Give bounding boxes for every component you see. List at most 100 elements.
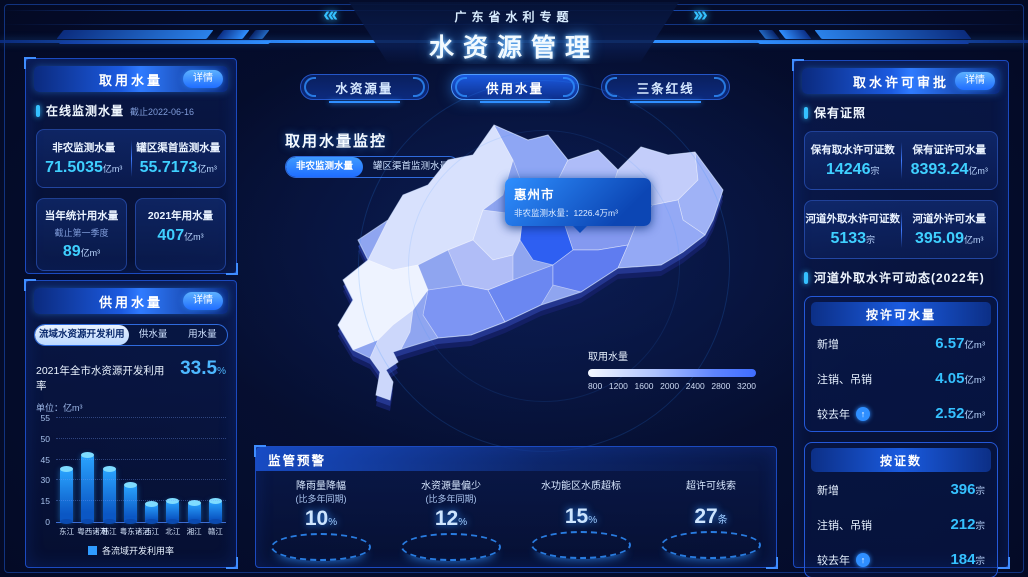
alert-over-permit: 超许可线索 27条 (646, 477, 776, 561)
alerts-panel: 监管预警 降雨量降幅 (比多年同期) 10% 水资源量偏少 (比多年同期) 12… (254, 445, 778, 569)
supply-panel-title: 供用水量 (98, 294, 163, 310)
alert-quality: 水功能区水质超标 15% (516, 477, 646, 561)
right-arrows-icon: ›» (693, 4, 708, 26)
supply-tabs: 流域水资源开发利用 供水量 用水量 (34, 324, 228, 346)
by-count-panel: 按证数 新增 396宗 注销、吊销 212宗 较去年 ↑ 184宗 (804, 442, 998, 577)
row-label: 新增 (817, 484, 839, 497)
gridline (56, 500, 226, 502)
stat-value: 8393.24 (910, 161, 969, 178)
tab-use-volume[interactable]: 用水量 (188, 329, 217, 340)
gridline (56, 417, 226, 418)
alert-label: 水资源量偏少 (421, 481, 481, 492)
by-volume-title: 按许可水量 (865, 307, 936, 322)
color-scale-bar (588, 369, 756, 377)
stat-unit: 亿m³ (963, 235, 984, 245)
card-label: 当年统计用水量 (44, 210, 119, 222)
row-unit: 亿m³ (964, 410, 985, 421)
rate-value: 33.5 (180, 358, 218, 379)
dynamics-section: 河道外取水许可动态(2022年) (804, 269, 998, 286)
row-label: 注销、吊销 (817, 519, 872, 532)
bar-label: 北江 (165, 527, 181, 536)
card-unit: 亿m³ (80, 248, 101, 258)
by-count-title: 按证数 (879, 453, 922, 468)
row-unit: 宗 (975, 521, 985, 532)
stat-unit: 亿m³ (102, 164, 123, 174)
supply-detail-button[interactable]: 详情 (183, 292, 223, 310)
bar (208, 498, 222, 524)
row-new: 新增 396宗 (805, 472, 997, 507)
row-value: 2.52 (935, 405, 965, 422)
scale-tick: 1600 (634, 381, 654, 391)
gridline (56, 437, 226, 439)
row-unit: 宗 (975, 486, 985, 497)
section-marker-icon (804, 106, 808, 119)
row-value: 212 (950, 516, 976, 533)
online-monitor-asof: 截止2022-06-16 (130, 107, 195, 117)
divider (900, 211, 902, 248)
alert-sublabel (646, 492, 776, 503)
bar (166, 498, 180, 524)
stat-unit: 宗 (870, 166, 880, 176)
alert-unit: % (328, 517, 338, 528)
permit-detail-button[interactable]: 详情 (955, 72, 995, 90)
permit-panel-title: 取水许可审批 (852, 74, 949, 90)
radar-ring-icon (408, 130, 680, 402)
held-license-card: 保有取水许可证数 14246宗 保有证许可水量 8393.24亿m³ (804, 131, 998, 190)
alert-value: 12 (434, 507, 459, 530)
tooltip-city: 惠州市 (514, 188, 555, 202)
tab-label: 水资源量 (335, 81, 394, 96)
stat-unit: 亿m³ (968, 166, 988, 176)
online-monitor-card: 非农监测水量 71.5035亿m³ 罐区渠首监测水量 55.7173亿m³ (36, 129, 226, 188)
bar (60, 466, 74, 524)
color-scale-ticks: 800 1200 1600 2000 2400 2800 3200 (588, 381, 756, 391)
stat-label: 河道外取水许可证数 (805, 213, 901, 225)
tooltip-value: 1226.4万m³ (573, 208, 618, 218)
tab-three-redlines[interactable]: 三条红线 (601, 74, 731, 103)
river-license-card: 河道外取水许可证数 5133宗 河道外许可水量 395.09亿m³ (804, 200, 998, 259)
stat-label: 罐区渠首监测水量 (136, 142, 221, 154)
header: «‹ 广东省水利专题 水资源管理 ›» (0, 2, 1028, 64)
scale-tick: 2400 (685, 381, 705, 391)
row-unit: 亿m³ (964, 375, 985, 386)
row-label: 注销、吊销 (817, 373, 872, 386)
y-tick: 30 (40, 475, 50, 486)
color-scale: 取用水量 800 1200 1600 2000 2400 2800 3200 (588, 348, 756, 391)
toggle-nonfarm[interactable]: 非农监测水量 (286, 157, 364, 177)
tab-supply-volume[interactable]: 供水量 (138, 329, 168, 340)
dynamics-label: 河道外取水许可动态(2022年) (814, 271, 985, 285)
y-tick: 15 (40, 496, 50, 507)
stat-value: 71.5035 (45, 159, 103, 176)
header-stripes-left-icon (56, 30, 310, 46)
y-tick: 55 (40, 413, 50, 423)
tab-water-resources[interactable]: 水资源量 (300, 74, 429, 103)
legend-label: 各流域开发利用率 (101, 546, 174, 556)
bar-label: 粤东诸河 (119, 527, 150, 536)
tooltip-metric: 非农监测水量： (514, 208, 574, 218)
color-scale-label: 取用水量 (588, 352, 628, 363)
left-arrows-icon: «‹ (323, 4, 338, 26)
stat-value: 5133 (830, 230, 867, 247)
scale-tick: 1200 (608, 381, 628, 391)
header-subtitle: 广东省水利专题 (454, 10, 574, 24)
row-vs-lastyear: 较去年 ↑ 2.52亿m³ (805, 396, 997, 431)
alerts-title: 监管预警 (268, 453, 327, 468)
held-licenses-section: 保有证照 (804, 104, 998, 121)
row-label: 较去年 (817, 554, 850, 567)
dashed-ring-icon (661, 531, 761, 559)
online-monitor-label: 在线监测水量 (46, 104, 125, 118)
row-value: 6.57 (935, 335, 965, 352)
scale-tick: 3200 (737, 381, 756, 391)
row-label: 新增 (817, 338, 839, 351)
rate-unit: % (217, 366, 226, 377)
chart-y-axis: 0 15 30 45 50 55 (32, 413, 52, 527)
tab-basin-utilization[interactable]: 流域水资源开发利用 (35, 325, 129, 345)
bar (123, 481, 137, 525)
gridline (56, 458, 226, 460)
alert-value: 15 (564, 505, 589, 528)
intake-panel-header: 取用水量 详情 (34, 66, 228, 92)
bar (145, 500, 159, 525)
bar-plot (56, 417, 226, 525)
intake-detail-button[interactable]: 详情 (183, 70, 223, 88)
dashed-ring-icon (531, 531, 631, 559)
